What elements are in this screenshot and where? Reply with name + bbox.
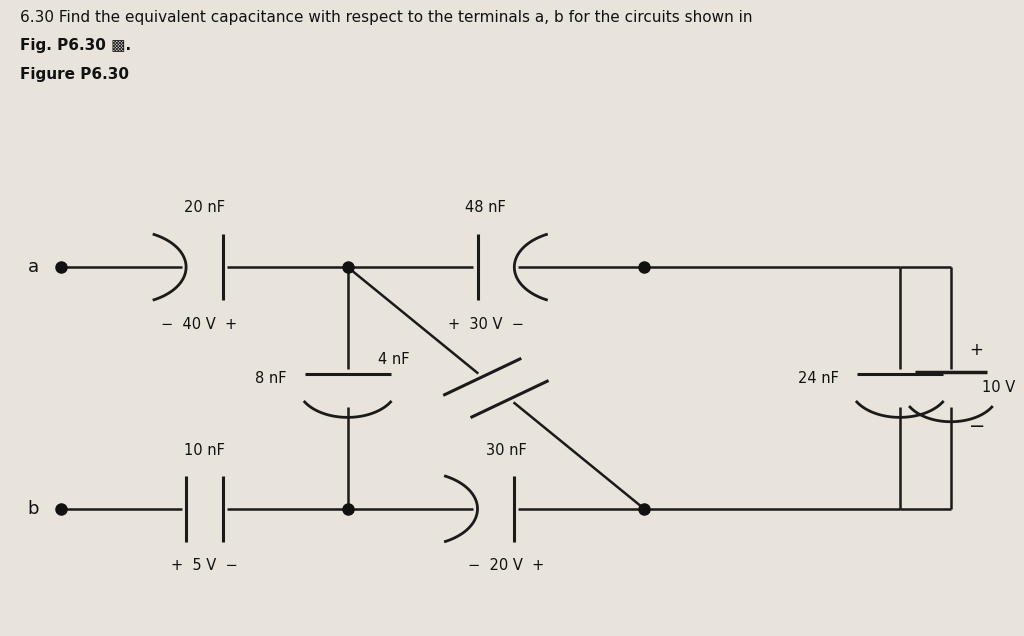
Text: 24 nF: 24 nF [798, 371, 839, 386]
Text: 6.30 Find the equivalent capacitance with respect to the terminals a, b for the : 6.30 Find the equivalent capacitance wit… [20, 10, 753, 25]
Text: b: b [28, 500, 39, 518]
Text: +  5 V  −: + 5 V − [171, 558, 238, 574]
Text: 10 V: 10 V [982, 380, 1015, 396]
Text: Figure P6.30: Figure P6.30 [20, 67, 129, 82]
Text: 30 nF: 30 nF [485, 443, 526, 458]
Text: 4 nF: 4 nF [378, 352, 410, 367]
Text: −  40 V  +: − 40 V + [162, 317, 238, 332]
Text: Fig. P6.30 ▩.: Fig. P6.30 ▩. [20, 38, 131, 53]
Text: −: − [970, 417, 986, 436]
Text: −  20 V  +: − 20 V + [468, 558, 545, 574]
Text: 48 nF: 48 nF [465, 200, 506, 215]
Text: a: a [28, 258, 39, 276]
Text: +  30 V  −: + 30 V − [447, 317, 523, 332]
Text: 8 nF: 8 nF [255, 371, 287, 386]
Text: 10 nF: 10 nF [184, 443, 225, 458]
Text: 20 nF: 20 nF [184, 200, 225, 215]
Text: +: + [970, 341, 983, 359]
